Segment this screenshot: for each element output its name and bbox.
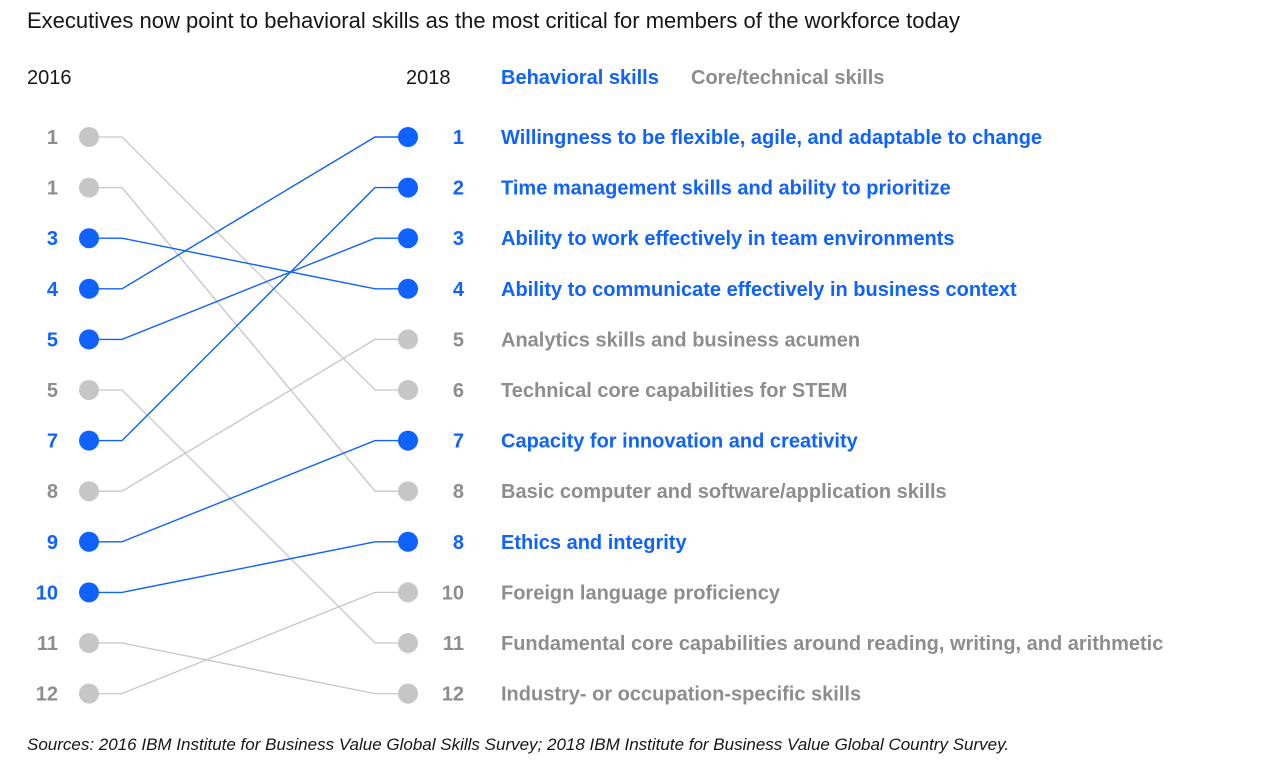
rank-2016-label: 7 <box>47 431 58 453</box>
connector-line <box>89 541 408 594</box>
rank-2018-dot <box>398 683 418 704</box>
rank-2018-label: 12 <box>442 684 464 706</box>
rank-2016-label: 1 <box>47 178 58 200</box>
skill-label: Time management skills and ability to pr… <box>501 178 951 200</box>
rank-2018-label: 2 <box>453 178 464 200</box>
rank-2016-dot <box>79 380 99 400</box>
rank-2018-label: 1 <box>453 127 464 149</box>
connector-line <box>89 237 408 290</box>
rank-2018-dot <box>398 531 418 552</box>
rank-2016-label: 8 <box>47 481 58 503</box>
year-2018-header: 2018 <box>406 67 451 89</box>
rank-2018-dot <box>398 582 418 603</box>
connector-lines <box>89 136 408 695</box>
rank-2016-dot <box>79 177 99 198</box>
connector-line <box>89 591 408 695</box>
connector-line <box>89 439 408 543</box>
rank-2018-dot <box>398 177 418 198</box>
rank-2016-label: 3 <box>47 228 58 250</box>
connector-line <box>89 237 408 341</box>
rank-2016-label: 1 <box>47 127 58 149</box>
rank-2016-dot <box>79 633 99 653</box>
skill-label: Industry- or occupation-specific skills <box>501 684 861 706</box>
source-note: Sources: 2016 IBM Institute for Business… <box>27 735 1010 754</box>
rank-2018-dot <box>398 228 418 249</box>
legend-behavioral: Behavioral skills <box>501 67 659 89</box>
rank-2018-label: 5 <box>453 329 464 351</box>
rank-2018-dot <box>398 430 418 451</box>
skill-label: Ethics and integrity <box>501 532 687 554</box>
rank-2018-dot <box>398 481 418 502</box>
rank-2016-label: 4 <box>47 279 59 301</box>
rank-2016-label: 9 <box>47 532 58 554</box>
connector-line <box>89 186 408 442</box>
chart-title: Executives now point to behavioral skill… <box>27 8 960 33</box>
rank-2018-label: 3 <box>453 228 464 250</box>
connector-line <box>89 338 408 492</box>
skill-label: Willingness to be flexible, agile, and a… <box>501 127 1042 149</box>
skill-label: Capacity for innovation and creativity <box>501 431 859 453</box>
rank-2016-dot <box>79 430 99 451</box>
skill-label: Foreign language proficiency <box>501 582 781 604</box>
rank-2018-dot <box>398 278 418 299</box>
rank-2016-dot <box>79 329 99 350</box>
rank-2016-label: 10 <box>36 582 58 604</box>
year-2016-header: 2016 <box>27 67 72 89</box>
rank-2018-label: 6 <box>453 380 464 402</box>
connector-line <box>89 389 408 644</box>
skill-label: Technical core capabilities for STEM <box>501 380 847 402</box>
rank-2016-dot <box>79 278 99 299</box>
connector-line <box>89 136 408 290</box>
rank-2016-label: 11 <box>37 633 58 655</box>
rank-2016-dot <box>79 683 99 704</box>
rank-2018-label: 8 <box>453 532 464 554</box>
skill-label: Fundamental core capabilities around rea… <box>501 633 1163 655</box>
rank-2016-dot <box>79 127 99 147</box>
rank-2018-dot <box>398 380 418 400</box>
rank-2018-label: 8 <box>453 481 464 503</box>
connector-line <box>89 186 408 492</box>
rank-2016-label: 5 <box>47 380 58 402</box>
rank-2016-dot <box>79 531 99 552</box>
rank-2018-label: 4 <box>453 279 465 301</box>
rank-2016-dot <box>79 582 99 603</box>
rank-2016-label: 12 <box>36 684 58 706</box>
skill-label: Ability to work effectively in team envi… <box>501 228 954 250</box>
rank-2018-dot <box>398 633 418 653</box>
skill-label: Basic computer and software/application … <box>501 481 947 503</box>
rank-2018-dot <box>398 127 418 147</box>
skill-label: Ability to communicate effectively in bu… <box>501 279 1017 301</box>
skill-label: Analytics skills and business acumen <box>501 329 860 351</box>
legend-core: Core/technical skills <box>691 67 885 89</box>
rank-2018-label: 11 <box>443 633 464 655</box>
rank-2018-label: 10 <box>442 582 464 604</box>
rank-2016-dot <box>79 228 99 249</box>
connector-line <box>89 642 408 695</box>
rank-2018-label: 7 <box>453 431 464 453</box>
rank-2018-dot <box>398 329 418 350</box>
rank-2016-label: 5 <box>47 329 58 351</box>
rank-2016-dot <box>79 481 99 502</box>
